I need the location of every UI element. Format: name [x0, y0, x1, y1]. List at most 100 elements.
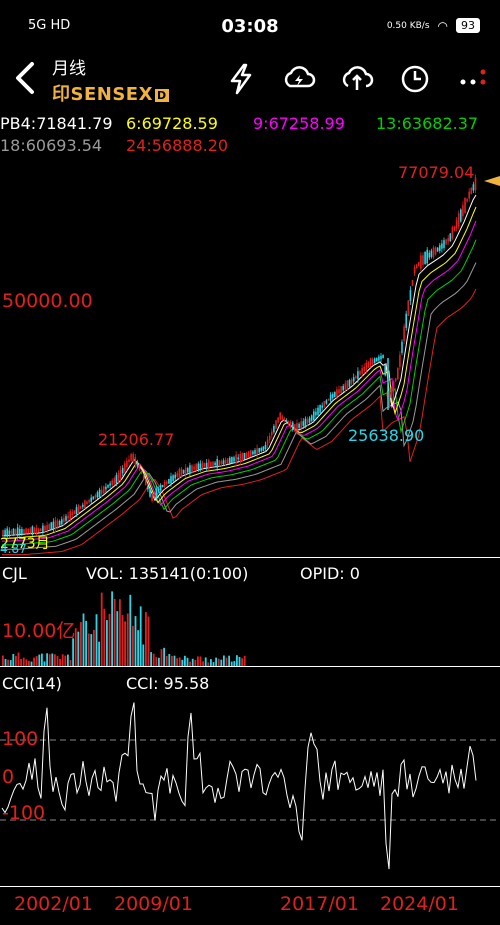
volume-bar — [212, 662, 215, 666]
candle-body — [241, 452, 244, 462]
candle-body — [464, 198, 466, 213]
candle-body — [363, 366, 365, 371]
volume-bar — [150, 652, 152, 666]
volume-bar — [56, 656, 59, 666]
candle-body — [245, 453, 248, 458]
candle-body — [121, 467, 124, 474]
cci-indicator-name[interactable]: CCI(14) — [2, 674, 62, 693]
candle-body — [176, 473, 179, 477]
volume-bar — [85, 620, 87, 666]
candle-body — [260, 448, 263, 451]
candle-body — [12, 528, 15, 536]
lightning-icon[interactable] — [224, 62, 258, 96]
price-level-label: 50000.00 — [2, 290, 93, 312]
candle-body — [54, 520, 57, 529]
candle-body — [16, 527, 19, 537]
candle-body — [325, 400, 328, 404]
candle-body — [4, 530, 6, 536]
volume-bar — [197, 656, 199, 666]
candle-body — [33, 527, 36, 534]
clock-icon[interactable] — [398, 62, 432, 96]
more-icon[interactable] — [456, 62, 490, 96]
candle-body — [273, 425, 275, 433]
candle-body — [313, 411, 315, 421]
candle-body — [361, 367, 363, 374]
candle-body — [94, 495, 97, 498]
candle-body — [199, 463, 202, 469]
candle-body — [203, 463, 206, 468]
candle-body — [140, 470, 143, 474]
cloud-sync-icon[interactable] — [282, 62, 316, 96]
volume-bar — [171, 655, 173, 666]
volume-bar — [178, 657, 181, 666]
bottom-value-label: 4.87 — [0, 542, 27, 556]
candle-body — [470, 187, 473, 194]
candle-body — [401, 341, 403, 353]
cci-chart[interactable] — [0, 695, 500, 885]
volume-chart[interactable] — [0, 586, 500, 666]
price-chart[interactable] — [0, 158, 500, 558]
candle-body — [79, 505, 82, 510]
cloud-upload-icon[interactable] — [340, 62, 374, 96]
ma-row-1: PB4:71841.79 — [0, 114, 113, 133]
volume-bar — [59, 659, 61, 666]
volume-bar — [223, 655, 225, 666]
status-left-icons: 5G HD — [28, 18, 71, 33]
candle-body — [222, 460, 225, 464]
candle-body — [96, 492, 99, 498]
candle-body — [174, 474, 176, 479]
candle-body — [172, 475, 174, 482]
candle-body — [287, 420, 290, 425]
candle-body — [166, 481, 168, 485]
candle-body — [231, 456, 233, 464]
volume-indicator-name[interactable]: CJL — [2, 564, 27, 583]
candle-body — [336, 389, 338, 397]
volume-bar — [126, 613, 129, 666]
candle-body — [474, 177, 477, 191]
candle-body — [439, 245, 441, 251]
candle-body — [298, 423, 300, 428]
candle-body — [289, 422, 292, 428]
low-2020-label: 25638.90 — [348, 426, 425, 445]
x-axis-label-2002: 2002/01 — [14, 893, 93, 915]
volume-bar — [230, 661, 233, 666]
candle-body — [130, 454, 132, 461]
candle-body — [399, 354, 401, 367]
candle-body — [430, 250, 433, 257]
candle-body — [344, 383, 347, 390]
volume-bar — [181, 659, 184, 666]
cci-line — [1, 702, 477, 870]
candle-body — [128, 459, 130, 462]
volume-bar — [93, 629, 95, 666]
candle-body — [61, 519, 63, 525]
candle-body — [466, 199, 468, 202]
back-icon[interactable] — [10, 58, 44, 98]
candle-body — [103, 486, 105, 494]
candle-body — [92, 496, 95, 500]
candle-body — [304, 418, 307, 427]
current-price-marker-icon — [484, 176, 500, 186]
period-label: 月线 — [52, 59, 86, 79]
candle-body — [296, 423, 298, 431]
candle-body — [359, 371, 361, 375]
candle-body — [281, 416, 284, 420]
candle-body — [195, 464, 197, 471]
volume-bar — [121, 615, 124, 666]
volume-bar — [25, 659, 28, 666]
volume-bar — [111, 591, 113, 666]
candle-body — [119, 469, 122, 479]
candle-body — [14, 529, 17, 535]
candle-body — [142, 475, 145, 480]
candle-body — [327, 398, 330, 401]
volume-bar — [2, 655, 4, 666]
candle-body — [310, 415, 313, 421]
candle-body — [19, 529, 21, 535]
candle-body — [84, 500, 86, 509]
volume-bar — [173, 655, 176, 666]
candle-body — [168, 479, 170, 484]
volume-bar — [48, 654, 51, 666]
candle-body — [132, 454, 134, 462]
symbol-title[interactable]: 印SENSEX D — [52, 80, 169, 106]
candle-body — [27, 528, 29, 534]
candle-body — [117, 473, 120, 482]
